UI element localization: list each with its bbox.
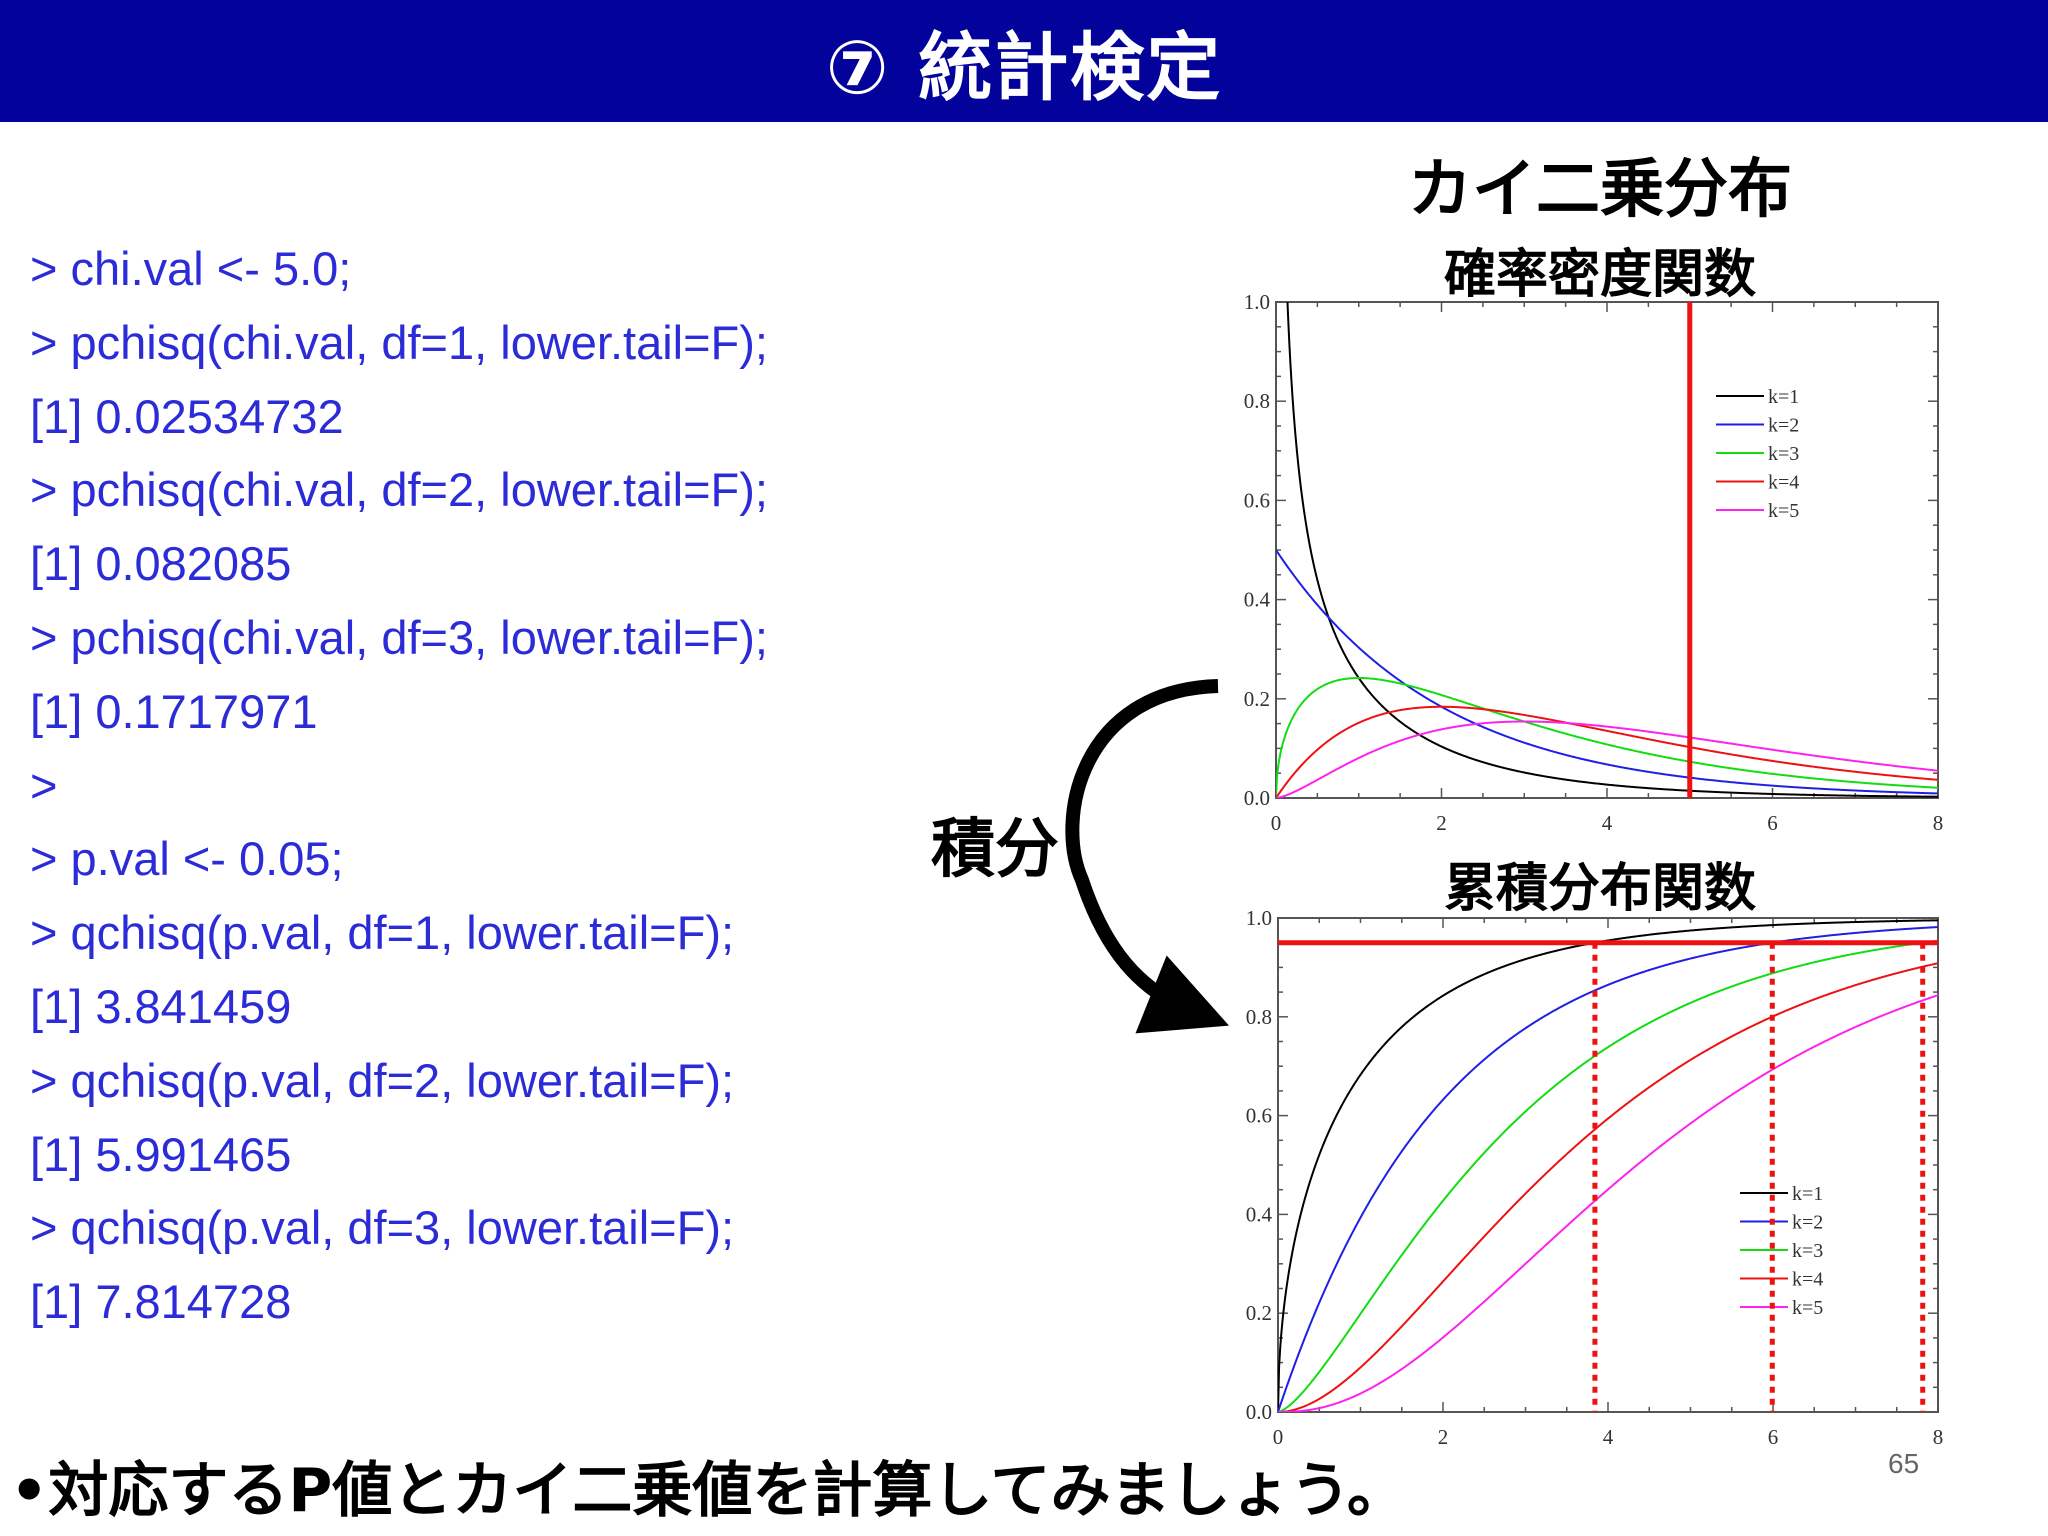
bottom-note: •対応するP値とカイ二乗値を計算してみましょう。 [10, 1456, 1407, 1526]
legend-label: k=3 [1792, 1240, 1823, 1262]
title-bar: ⑦ 統計検定 [0, 0, 2048, 122]
series-line-k=2 [1278, 926, 1938, 1412]
y-tick-label: 0.0 [1246, 1400, 1272, 1424]
integral-arrow-icon [1065, 679, 1229, 1034]
legend-label: k=5 [1792, 1297, 1823, 1319]
x-tick-label: 6 [1768, 1425, 1779, 1449]
code-line: > qchisq(p.val, df=3, lower.tail=F); [30, 1201, 735, 1255]
code-line: [1] 3.841459 [30, 979, 292, 1033]
legend-label: k=3 [1768, 443, 1799, 465]
y-tick-label: 0.6 [1244, 488, 1270, 512]
code-line: [1] 5.991465 [30, 1127, 292, 1181]
x-tick-label: 2 [1438, 1425, 1449, 1449]
code-line: > chi.val <- 5.0; [30, 242, 352, 295]
y-tick-label: 0.2 [1244, 687, 1270, 711]
legend-label: k=1 [1768, 386, 1799, 408]
legend-label: k=1 [1792, 1183, 1823, 1205]
series-line-k=5 [1278, 994, 1938, 1412]
plot-frame [1275, 301, 1939, 799]
code-line: > pchisq(chi.val, df=3, lower.tail=F); [30, 610, 768, 664]
y-tick-label: 0.4 [1244, 588, 1271, 612]
y-tick-label: 0.8 [1246, 1005, 1272, 1029]
y-tick-label: 0.2 [1246, 1301, 1272, 1325]
x-tick-label: 0 [1273, 1425, 1284, 1449]
x-tick-label: 0 [1271, 811, 1282, 835]
code-line: > pchisq(chi.val, df=2, lower.tail=F); [30, 463, 768, 517]
series-line-k=1 [1278, 919, 1938, 1412]
cdf-subtitle: 累積分布関数 [1443, 859, 1756, 919]
series-line-k=4 [1278, 962, 1938, 1412]
code-line: > p.val <- 0.05; [30, 832, 344, 886]
y-tick-label: 0.6 [1246, 1104, 1272, 1128]
x-tick-label: 8 [1933, 811, 1944, 835]
cdf-chart: 0 2 4 6 8 0.0 0.2 0.4 0.6 0.8 1.0 k=1 k=2 k=3 k=4 k=5 [1246, 906, 1944, 1449]
plot-frame [1277, 917, 1939, 1413]
x-tick-label: 4 [1602, 811, 1613, 835]
y-tick-label: 1.0 [1244, 290, 1270, 314]
slide-title: ⑦ 統計検定 [825, 24, 1223, 111]
code-line: > qchisq(p.val, df=2, lower.tail=F); [30, 1053, 735, 1107]
code-line: [1] 0.1717971 [30, 684, 318, 738]
series-line-k=1 [1286, 302, 1938, 798]
r-code-block: > chi.val <- 5.0; > pchisq(chi.val, df=1,… [30, 232, 850, 1339]
code-line: [1] 0.02534732 [30, 389, 344, 443]
y-tick-label: 0.4 [1246, 1202, 1273, 1226]
code-line: [1] 7.814728 [30, 1275, 292, 1329]
integral-label: 積分 [931, 813, 1059, 887]
series-line-k=3 [1278, 939, 1938, 1412]
code-line: [1] 0.082085 [30, 537, 292, 591]
legend-label: k=4 [1792, 1269, 1823, 1291]
series-line-k=4 [1276, 705, 1938, 798]
x-tick-label: 4 [1603, 1425, 1614, 1449]
y-tick-label: 1.0 [1246, 906, 1272, 930]
x-tick-label: 8 [1933, 1425, 1944, 1449]
page-number: 65 [1888, 1448, 1920, 1479]
series-line-k=3 [1276, 676, 1938, 798]
y-tick-label: 0.8 [1244, 389, 1270, 413]
y-tick-label: 0.0 [1244, 786, 1270, 810]
code-line: > pchisq(chi.val, df=1, lower.tail=F); [30, 315, 768, 369]
x-tick-label: 6 [1767, 811, 1778, 835]
chart-title: カイ二乗分布 [1408, 153, 1792, 227]
code-line: > qchisq(p.val, df=1, lower.tail=F); [30, 906, 735, 960]
legend-label: k=2 [1768, 415, 1799, 437]
legend-label: k=2 [1792, 1212, 1823, 1234]
x-tick-label: 2 [1436, 811, 1447, 835]
code-line: > [30, 758, 58, 812]
series-line-k=2 [1276, 549, 1938, 795]
pdf-subtitle: 確率密度関数 [1443, 245, 1756, 305]
legend-label: k=5 [1768, 500, 1799, 522]
legend-label: k=4 [1768, 472, 1799, 494]
pdf-chart: 0 2 4 6 8 0.0 0.2 0.4 0.6 0.8 1.0 k=1 k=2 k=3 k=4 k=5 [1244, 290, 1944, 835]
series-line-k=5 [1276, 720, 1938, 798]
